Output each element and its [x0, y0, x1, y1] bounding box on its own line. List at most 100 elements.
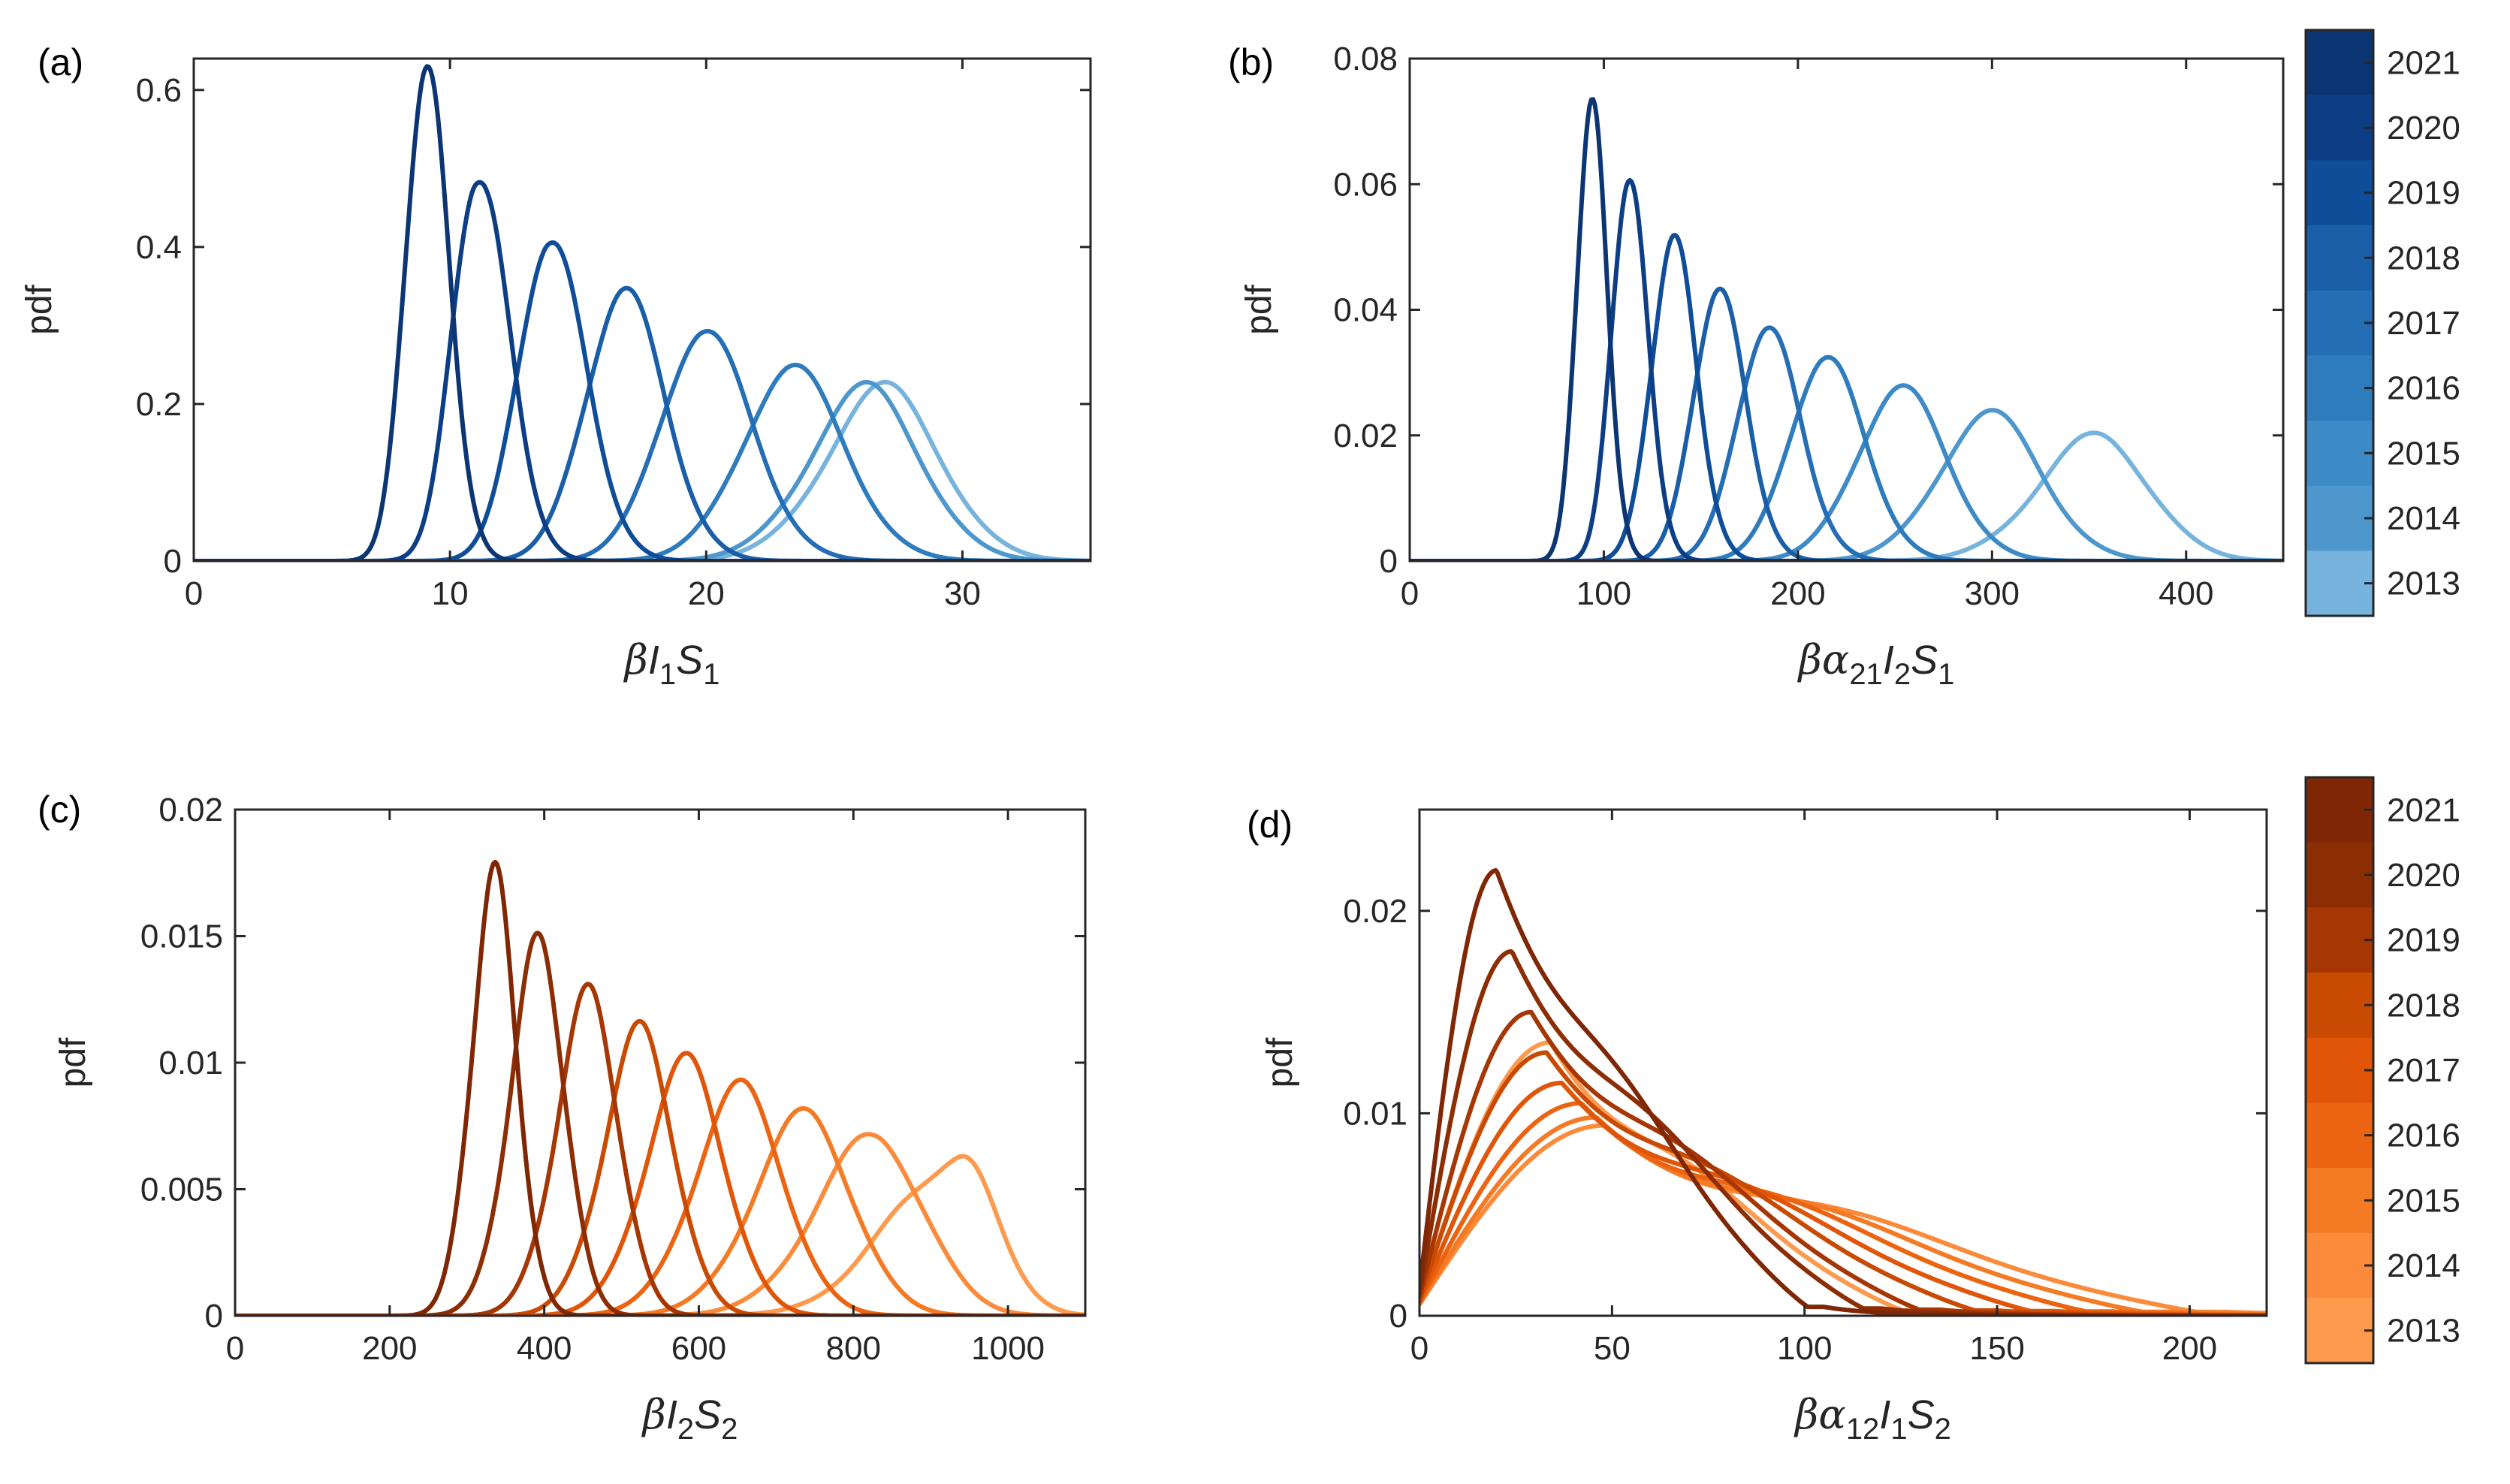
y-tick-label: 0.2 — [136, 386, 182, 423]
panel-label: (a) — [38, 41, 83, 83]
panel-label: (b) — [1228, 41, 1274, 83]
y-axis-label: pdf — [53, 1037, 93, 1087]
x-tick-label: 1000 — [971, 1330, 1045, 1367]
xlabel-s1: 2 — [677, 1413, 694, 1446]
series-group — [194, 64, 1091, 561]
xlabel-s2: 2 — [1935, 1413, 1951, 1446]
x-tick-label: 200 — [2162, 1330, 2217, 1367]
y-axis-label: pdf — [1260, 1037, 1300, 1087]
xlabel-alpha: α — [1818, 1391, 1845, 1438]
y-tick-label: 0.005 — [140, 1172, 223, 1208]
colorbar-swatch-2020 — [2306, 95, 2373, 161]
y-tick-label: 0.01 — [1343, 1095, 1407, 1132]
colorbar-label: 2015 — [2387, 1182, 2460, 1219]
y-tick-label: 0.01 — [158, 1045, 223, 1081]
y-tick-label: 0 — [1389, 1298, 1407, 1335]
colorbar-label: 2020 — [2387, 110, 2460, 146]
colorbar-swatch-2019 — [2306, 160, 2373, 226]
series-line-2016 — [235, 1077, 1085, 1316]
colorbar-swatch-2021 — [2306, 30, 2373, 96]
colorbar-label: 2016 — [2387, 1118, 2460, 1154]
series-line-2018 — [1419, 1050, 2267, 1316]
y-tick-label: 0.6 — [136, 72, 182, 109]
x-tick-label: 400 — [2159, 575, 2213, 612]
colorbar-label: 2018 — [2387, 987, 2460, 1024]
series-line-2013 — [1419, 1040, 2267, 1316]
colorbar-swatch-2020 — [2306, 842, 2373, 908]
x-tick-label: 200 — [1770, 575, 1825, 612]
xlabel-a_sub: 21 — [1849, 658, 1883, 691]
xlabel-v2: S — [1908, 1392, 1935, 1437]
colorbar-label: 2014 — [2387, 500, 2460, 537]
x-axis-label: βα12I1S2 — [1794, 1391, 1951, 1446]
colorbar-swatch-2019 — [2306, 907, 2373, 973]
colorbar-label: 2019 — [2387, 922, 2460, 959]
panel-b: 0 100 200 300 400 0 0.02 0.04 0.06 0.08 pdf βα21I2S… — [1228, 41, 2285, 691]
x-axis-label: βI1S1 — [623, 636, 720, 691]
series-group — [235, 859, 1085, 1316]
colorbar-swatch-2018 — [2306, 973, 2373, 1039]
x-tick-label: 200 — [362, 1330, 417, 1367]
colorbar-swatch-2015 — [2306, 1168, 2373, 1234]
colorbar-orange: 2021 2020 2019 2018 2017 2016 2015 2014 2013 — [2304, 776, 2460, 1365]
series-line-2019 — [1419, 1009, 2267, 1316]
colorbar-label: 2020 — [2387, 857, 2460, 894]
x-tick-label: 150 — [1969, 1330, 2024, 1367]
colorbar-swatch-2016 — [2306, 355, 2373, 421]
xlabel-beta: β — [623, 636, 648, 683]
series-line-2014 — [235, 1132, 1085, 1316]
colorbar-label: 2018 — [2387, 240, 2460, 276]
x-axis-label: βα21I2S1 — [1797, 636, 1955, 691]
axes-box — [1418, 808, 2268, 1317]
x-tick-label: 100 — [1576, 575, 1631, 612]
x-tick-label: 0 — [1401, 575, 1419, 612]
series-line-2016 — [1410, 354, 2283, 561]
x-tick-label: 0 — [1410, 1330, 1428, 1367]
xlabel-s2: 2 — [721, 1413, 738, 1446]
series-line-2021 — [1419, 867, 2267, 1316]
colorbar-swatch-2016 — [2306, 1102, 2373, 1169]
y-tick-label: 0 — [1380, 543, 1398, 580]
y-axis-label: pdf — [1239, 284, 1279, 334]
colorbar-label: 2015 — [2387, 435, 2460, 472]
colorbar-swatch-2017 — [2306, 1037, 2373, 1103]
y-tick-label: 0.02 — [158, 792, 223, 828]
series-line-2013 — [235, 1154, 1085, 1316]
series-line-2014 — [1410, 408, 2283, 561]
panel-label: (c) — [38, 789, 81, 831]
colorbar-label: 2021 — [2387, 792, 2460, 828]
x-tick-label: 100 — [1777, 1330, 1832, 1367]
y-tick-label: 0.04 — [1333, 292, 1398, 329]
series-line-2020 — [235, 931, 1085, 1316]
x-tick-label: 0 — [185, 575, 203, 612]
y-tick-label: 0.08 — [1333, 41, 1398, 77]
svg-text:βα12I1S2: βα12I1S2 — [1794, 1391, 1951, 1446]
series-line-2013 — [1410, 430, 2283, 561]
xlabel-beta: β — [1794, 1391, 1818, 1438]
colorbar-label: 2016 — [2387, 370, 2460, 407]
colorbar-swatch-2017 — [2306, 290, 2373, 356]
y-tick-label: 0 — [164, 543, 182, 580]
colorbar-label: 2013 — [2387, 566, 2460, 602]
svg-text:βα21I2S1: βα21I2S1 — [1797, 636, 1955, 691]
xlabel-s1: 1 — [1890, 1413, 1907, 1446]
colorbar-label: 2021 — [2387, 44, 2460, 81]
x-tick-label: 50 — [1594, 1330, 1631, 1367]
xlabel-v1: I — [648, 638, 659, 683]
x-tick-label: 0 — [226, 1330, 244, 1367]
series-line-2019 — [235, 982, 1085, 1316]
panel-c: 0 200 400 600 800 1000 0 0.005 0.01 0.015 0.02 pdf β… — [38, 789, 1087, 1446]
series-line-2014 — [1419, 1123, 2267, 1316]
series-line-2019 — [194, 240, 1091, 561]
y-tick-label: 0.4 — [136, 229, 182, 266]
series-line-2017 — [194, 329, 1091, 561]
colorbar-swatch-2013 — [2306, 550, 2373, 617]
colorbar-label: 2017 — [2387, 305, 2460, 342]
x-tick-label: 400 — [517, 1330, 572, 1367]
xlabel-v1: I — [1879, 1392, 1890, 1437]
xlabel-v2: S — [676, 638, 703, 683]
xlabel-beta: β — [1797, 636, 1822, 683]
panel-d: 0 50 100 150 200 0 0.01 0.02 pdf βα12I1S2 (d) — [1247, 804, 2268, 1446]
series-line-2017 — [1410, 325, 2283, 561]
